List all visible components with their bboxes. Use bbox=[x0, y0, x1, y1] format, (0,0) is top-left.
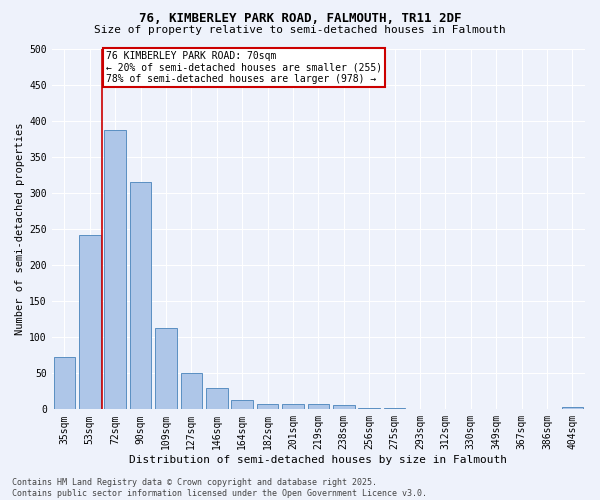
Bar bbox=[53, 358, 75, 410]
Bar bbox=[308, 404, 329, 409]
Text: Contains HM Land Registry data © Crown copyright and database right 2025.
Contai: Contains HM Land Registry data © Crown c… bbox=[12, 478, 427, 498]
Bar bbox=[562, 407, 583, 410]
Bar bbox=[155, 328, 177, 409]
Bar bbox=[206, 388, 227, 409]
Text: Size of property relative to semi-detached houses in Falmouth: Size of property relative to semi-detach… bbox=[94, 25, 506, 35]
Bar bbox=[257, 404, 278, 409]
Bar bbox=[384, 408, 406, 410]
Text: 76, KIMBERLEY PARK ROAD, FALMOUTH, TR11 2DF: 76, KIMBERLEY PARK ROAD, FALMOUTH, TR11 … bbox=[139, 12, 461, 26]
Y-axis label: Number of semi-detached properties: Number of semi-detached properties bbox=[15, 123, 25, 336]
Bar bbox=[333, 405, 355, 409]
Bar bbox=[409, 408, 431, 410]
X-axis label: Distribution of semi-detached houses by size in Falmouth: Distribution of semi-detached houses by … bbox=[130, 455, 508, 465]
Text: 76 KIMBERLEY PARK ROAD: 70sqm
← 20% of semi-detached houses are smaller (255)
78: 76 KIMBERLEY PARK ROAD: 70sqm ← 20% of s… bbox=[106, 51, 382, 84]
Bar bbox=[104, 130, 126, 409]
Bar bbox=[79, 235, 101, 410]
Bar bbox=[358, 408, 380, 410]
Bar bbox=[434, 408, 456, 410]
Bar bbox=[181, 374, 202, 410]
Bar bbox=[282, 404, 304, 409]
Bar bbox=[130, 182, 151, 410]
Bar bbox=[232, 400, 253, 409]
